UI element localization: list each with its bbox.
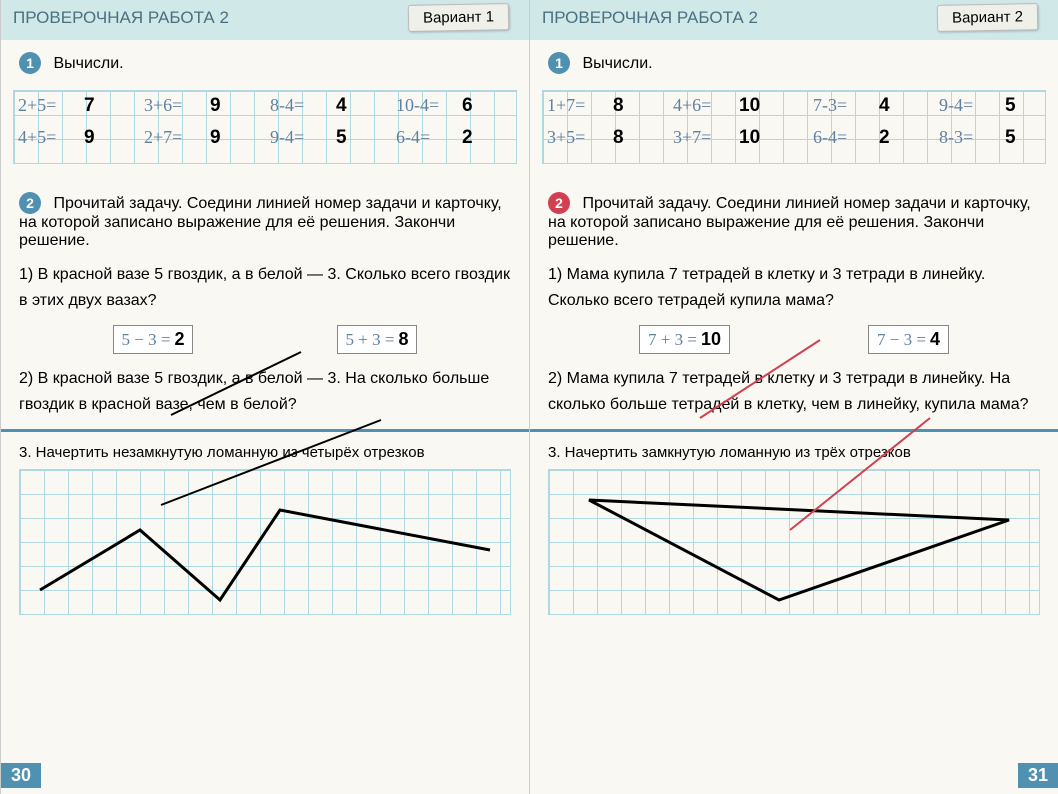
calc-answer: 7 xyxy=(84,95,95,117)
variant-tab: Вариант 1 xyxy=(408,3,510,32)
task1-section: 1 Вычисли. xyxy=(1,40,529,82)
page-number: 31 xyxy=(1018,763,1058,788)
header-title: ПРОВЕРОЧНАЯ РАБОТА 2 xyxy=(13,8,229,27)
expression-boxes: 7 + 3 =10 7 − 3 =4 xyxy=(530,317,1058,362)
page-variant-2: ПРОВЕРОЧНАЯ РАБОТА 2 Вариант 2 1 Вычисли… xyxy=(529,0,1058,794)
task3-label: 3. Начертить незамкнутую ломанную из чет… xyxy=(1,440,529,465)
calc-answer: 9 xyxy=(210,95,221,117)
subtask1-text: 1) Мама купила 7 тетрадей в клетку и 3 т… xyxy=(530,258,1058,317)
calc-expr: 7-3= xyxy=(813,95,847,116)
calc-expr: 2+7= xyxy=(144,127,182,148)
calc-answer: 8 xyxy=(613,95,624,117)
expr-ans-1: 2 xyxy=(174,329,184,349)
task1-label: Вычисли. xyxy=(582,55,652,72)
task2-section: 2 Прочитай задачу. Соедини линией номер … xyxy=(530,172,1058,258)
task3-label: 3. Начертить замкнутую ломанную из трёх … xyxy=(530,440,1058,465)
calc-expr: 6-4= xyxy=(813,127,847,148)
calc-expr: 3+7= xyxy=(673,127,711,148)
calc-grid: 2+5= 7 3+6= 9 8-4= 4 10-4= 6 4+5= 9 2+7= 9 9-4= 5 6-4=… xyxy=(13,90,517,164)
calc-answer: 2 xyxy=(462,127,473,149)
calc-expr: 4+5= xyxy=(18,127,56,148)
calc-answer: 4 xyxy=(879,95,890,117)
page-number: 30 xyxy=(1,763,41,788)
calc-expr: 4+6= xyxy=(673,95,711,116)
calc-expr: 8-3= xyxy=(939,127,973,148)
expr-box-1: 5 − 3 =2 xyxy=(113,325,194,354)
task2-text: Прочитай задачу. Соедини линией номер за… xyxy=(548,195,1031,249)
expr-ans-2: 4 xyxy=(930,329,940,349)
task2-badge: 2 xyxy=(19,192,41,214)
page-variant-1: ПРОВЕРОЧНАЯ РАБОТА 2 Вариант 1 1 Вычисли… xyxy=(0,0,529,794)
divider xyxy=(530,429,1058,432)
polyline-drawing xyxy=(549,470,1039,614)
polyline-drawing xyxy=(20,470,510,614)
task2-section: 2 Прочитай задачу. Соедини линией номер … xyxy=(1,172,529,258)
expression-boxes: 5 − 3 =2 5 + 3 =8 xyxy=(1,317,529,362)
calc-answer: 9 xyxy=(210,127,221,149)
calc-expr: 3+5= xyxy=(547,127,585,148)
calc-answer: 8 xyxy=(613,127,624,149)
expr-ans-1: 10 xyxy=(701,329,721,349)
calc-expr: 8-4= xyxy=(270,95,304,116)
calc-answer: 2 xyxy=(879,127,890,149)
calc-expr: 9-4= xyxy=(939,95,973,116)
task1-badge: 1 xyxy=(19,52,41,74)
calc-expr: 9-4= xyxy=(270,127,304,148)
calc-grid: 1+7= 8 4+6= 10 7-3= 4 9-4= 5 3+5= 8 3+7= 10 6-4= 2 8-3… xyxy=(542,90,1046,164)
task1-section: 1 Вычисли. xyxy=(530,40,1058,82)
expr-box-2: 5 + 3 =8 xyxy=(337,325,418,354)
calc-expr: 1+7= xyxy=(547,95,585,116)
calc-answer: 10 xyxy=(739,127,760,149)
calc-answer: 9 xyxy=(84,127,95,149)
subtask2-text: 2) В красной вазе 5 гвоздик, а в белой —… xyxy=(1,362,529,421)
calc-expr: 6-4= xyxy=(396,127,430,148)
calc-expr: 3+6= xyxy=(144,95,182,116)
calc-answer: 5 xyxy=(1005,95,1016,117)
task2-text: Прочитай задачу. Соедини линией номер за… xyxy=(19,195,502,249)
task2-badge: 2 xyxy=(548,192,570,214)
calc-answer: 10 xyxy=(739,95,760,117)
calc-answer: 5 xyxy=(1005,127,1016,149)
subtask2-text: 2) Мама купила 7 тетрадей в клетку и 3 т… xyxy=(530,362,1058,421)
drawing-grid xyxy=(548,469,1040,615)
header: ПРОВЕРОЧНАЯ РАБОТА 2 Вариант 2 xyxy=(530,0,1058,40)
subtask1-text: 1) В красной вазе 5 гвоздик, а в белой —… xyxy=(1,258,529,317)
header-title: ПРОВЕРОЧНАЯ РАБОТА 2 xyxy=(542,8,758,27)
header: ПРОВЕРОЧНАЯ РАБОТА 2 Вариант 1 xyxy=(1,0,529,40)
calc-expr: 10-4= xyxy=(396,95,439,116)
task1-badge: 1 xyxy=(548,52,570,74)
variant-tab: Вариант 2 xyxy=(937,3,1039,32)
divider xyxy=(1,429,529,432)
calc-expr: 2+5= xyxy=(18,95,56,116)
expr-ans-2: 8 xyxy=(398,329,408,349)
calc-answer: 5 xyxy=(336,127,347,149)
expr-box-1: 7 + 3 =10 xyxy=(639,325,730,354)
task1-label: Вычисли. xyxy=(53,55,123,72)
calc-answer: 4 xyxy=(336,95,347,117)
calc-answer: 6 xyxy=(462,95,473,117)
expr-box-2: 7 − 3 =4 xyxy=(868,325,949,354)
drawing-grid xyxy=(19,469,511,615)
